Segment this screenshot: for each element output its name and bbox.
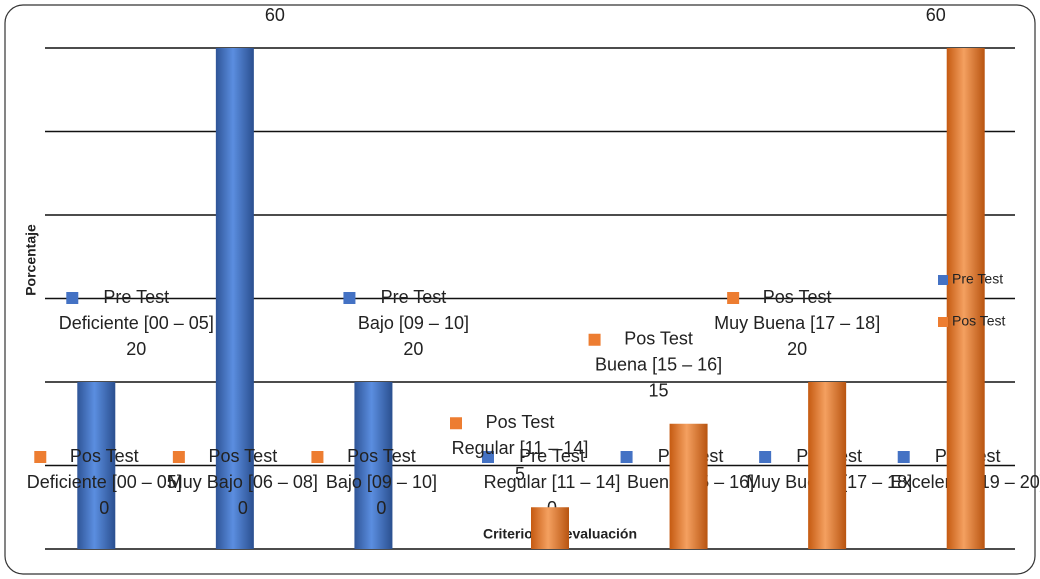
- label-key: [620, 451, 633, 463]
- data-label-series: Pos Test: [763, 287, 832, 307]
- legend-label: Pos Test: [952, 313, 1006, 329]
- bar: [77, 382, 116, 549]
- data-label-series: Pre Test: [381, 287, 447, 307]
- data-label-category: Deficiente [00 – 05]: [27, 472, 182, 492]
- data-label-value: 20: [403, 339, 423, 359]
- data-label-series: Pos Test: [624, 329, 693, 349]
- data-label-series: Pre Test: [519, 446, 585, 466]
- data-label-category: Regular [11 – 14]: [484, 472, 621, 492]
- data-label-category: Bajo [09 – 10]: [326, 472, 437, 492]
- data-label-category: Deficiente [00 – 05]: [59, 313, 214, 333]
- data-label-category: Muy Buena [17 – 18]: [714, 313, 880, 333]
- label-key: [311, 451, 324, 463]
- data-label-series: Pre Test: [103, 287, 169, 307]
- label-key: [759, 451, 772, 463]
- label-key: [172, 451, 185, 463]
- label-key: [897, 451, 910, 463]
- bar: [946, 48, 985, 549]
- data-label-category: Muy Bajo [06 – 08]: [168, 472, 318, 492]
- legend-label: Pre Test: [952, 271, 1003, 287]
- data-label-value: 60: [926, 5, 946, 25]
- data-label-series: Pos Test: [208, 446, 277, 466]
- label-key: [343, 292, 356, 304]
- data-label-value: 20: [787, 339, 807, 359]
- bar: [808, 382, 847, 549]
- label-key: [450, 417, 462, 430]
- label-key: [727, 292, 740, 304]
- data-label-value: 60: [265, 5, 285, 25]
- data-label-series: Pos Test: [486, 412, 555, 432]
- bar: [354, 382, 393, 549]
- data-label-category: Regular [11 – 14]: [452, 438, 589, 458]
- data-label-value: 20: [126, 339, 146, 359]
- data-label-series: Pos Test: [70, 446, 139, 466]
- label-key: [588, 333, 601, 346]
- data-label-category: Bajo [09 – 10]: [358, 313, 469, 333]
- data-label-value: 0: [238, 498, 248, 518]
- data-label-value: 15: [649, 381, 669, 401]
- bar: [215, 48, 254, 549]
- label-key: [482, 451, 494, 463]
- y-axis-title: Porcentaje: [23, 224, 39, 296]
- frame: [4, 4, 1036, 575]
- data-label-value: 0: [376, 498, 386, 518]
- legend-swatch: [938, 275, 948, 285]
- legend-swatch: [938, 317, 948, 327]
- bar: [531, 507, 569, 549]
- bar: [669, 423, 708, 549]
- data-label-category: Buena [15 – 16]: [595, 355, 722, 375]
- data-label-value: 0: [99, 498, 109, 518]
- data-label-series: Pos Test: [347, 446, 416, 466]
- label-key: [66, 292, 79, 304]
- data-label-value: 5: [515, 464, 525, 484]
- label-key: [34, 451, 47, 463]
